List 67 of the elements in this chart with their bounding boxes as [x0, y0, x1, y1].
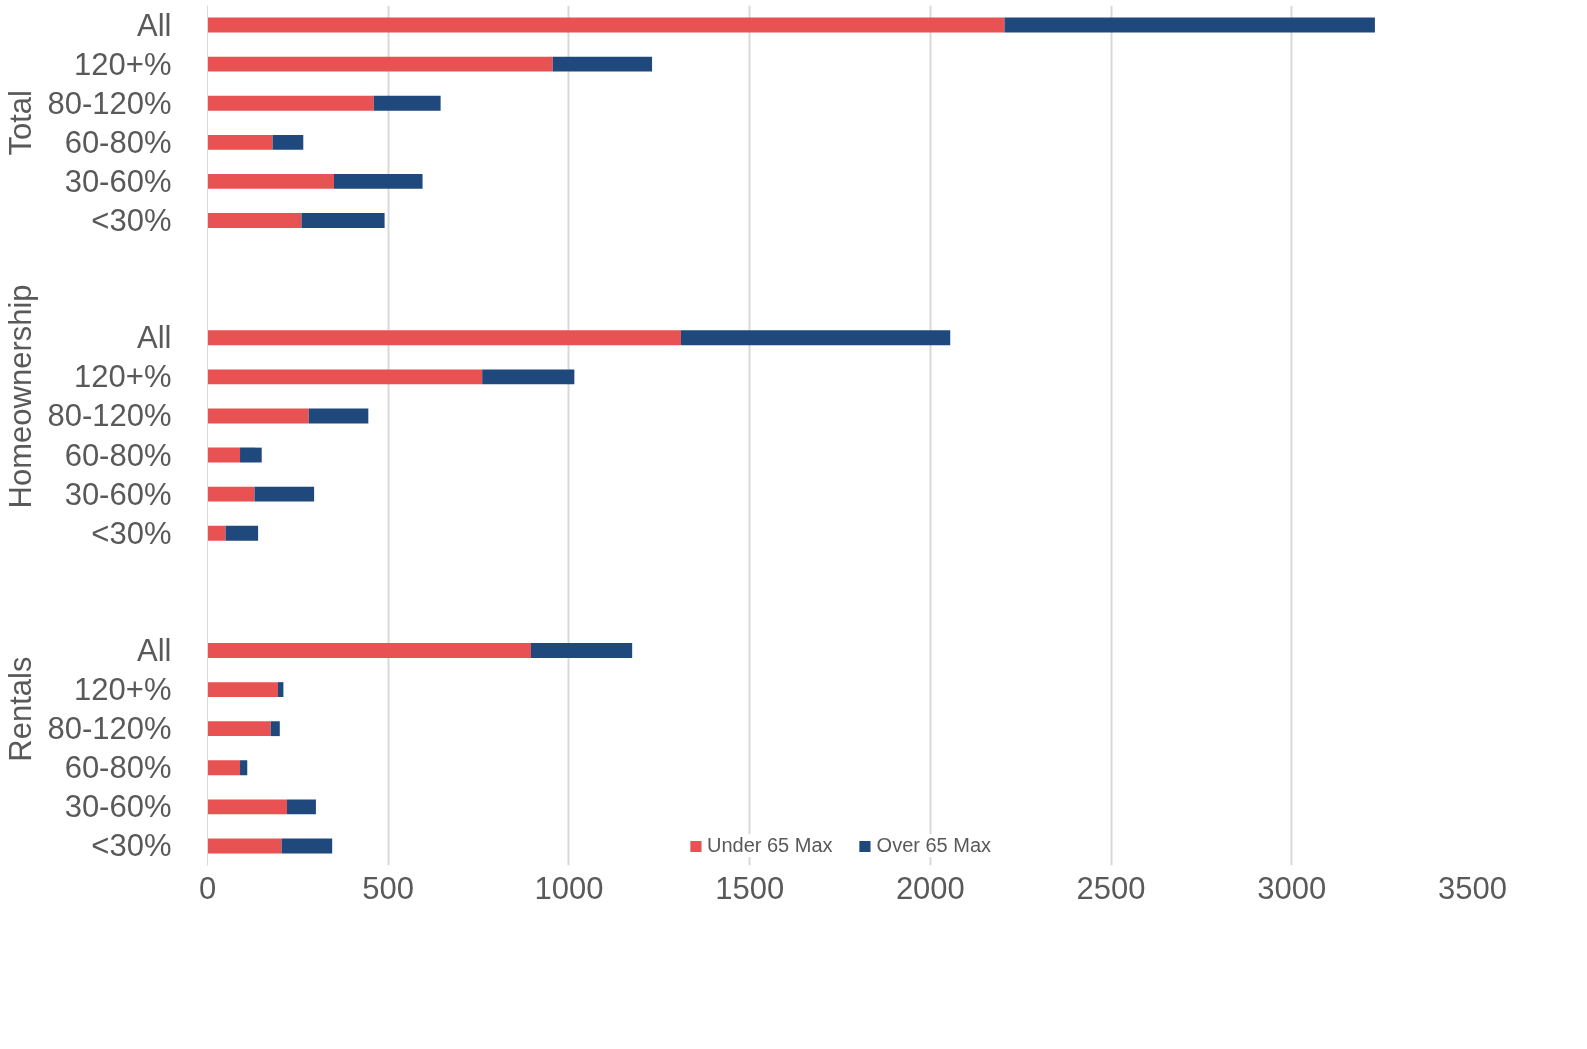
legend-label: Over 65 Max: [876, 834, 992, 857]
text: Rentals: [3, 656, 39, 762]
bar: [207, 369, 483, 385]
bar: [207, 173, 334, 189]
bar: [207, 134, 273, 150]
bar: [207, 760, 241, 776]
text: Homeownership: [3, 284, 39, 509]
y-tick-label: 80-120%: [47, 711, 172, 747]
bar: [680, 330, 951, 346]
bar: [281, 838, 333, 854]
bar: [207, 799, 288, 815]
bar: [207, 213, 302, 228]
bar: [207, 721, 271, 737]
bar: [530, 643, 633, 658]
bar: [270, 721, 280, 737]
bar: [272, 134, 304, 150]
bar: [225, 525, 259, 541]
bar: [207, 408, 309, 424]
bar: [1004, 17, 1375, 33]
bar: [308, 408, 369, 424]
text: Total: [3, 90, 39, 156]
bar: [552, 56, 653, 72]
bar: [207, 95, 374, 111]
bar: [207, 17, 1005, 33]
x-tick-label: 0: [198, 870, 217, 906]
bar: [240, 760, 248, 776]
y-tick-label: 80-120%: [47, 398, 172, 434]
y-tick-label: 60-80%: [64, 437, 172, 473]
y-tick-label: <30%: [91, 515, 172, 551]
x-tick-label: 2000: [895, 870, 965, 906]
bar: [254, 486, 315, 502]
y-tick-label: 60-80%: [64, 124, 172, 160]
x-tick-label: 3500: [1438, 870, 1507, 906]
bar: [207, 838, 282, 854]
bar: [207, 682, 278, 698]
y-tick-label: 120+%: [74, 359, 172, 395]
bar: [240, 447, 262, 463]
y-tick-label: 60-80%: [64, 750, 172, 786]
y-tick-label: <30%: [91, 203, 172, 238]
bar: [334, 173, 423, 189]
bar: [482, 369, 575, 385]
y-tick-label: 120+%: [74, 672, 172, 708]
x-tick-label: 500: [362, 870, 415, 906]
bar: [207, 486, 255, 502]
y-tick-label: 120+%: [74, 46, 172, 82]
y-tick-label: All: [137, 320, 172, 356]
y-tick-label: <30%: [91, 828, 172, 864]
y-tick-label: 30-60%: [64, 476, 172, 512]
bar: [207, 330, 681, 346]
bar: [207, 447, 241, 463]
bar: [207, 643, 531, 658]
x-tick-label: 2500: [1076, 870, 1146, 906]
bar: [207, 525, 226, 541]
y-tick-label: All: [137, 7, 172, 43]
x-tick-label: 3000: [1257, 870, 1327, 906]
bar: [373, 95, 441, 111]
y-tick-label: 30-60%: [64, 789, 172, 825]
bar: [301, 213, 385, 228]
legend-label: Under 65 Max: [706, 834, 833, 857]
bar: [287, 799, 316, 815]
y-tick-label: All: [137, 633, 172, 668]
bar: [207, 56, 553, 72]
x-tick-label: 1500: [715, 870, 785, 906]
y-tick-label: 80-120%: [47, 85, 172, 121]
bar: [277, 682, 284, 698]
y-tick-label: 30-60%: [64, 163, 172, 199]
x-tick-label: 1000: [534, 870, 604, 906]
